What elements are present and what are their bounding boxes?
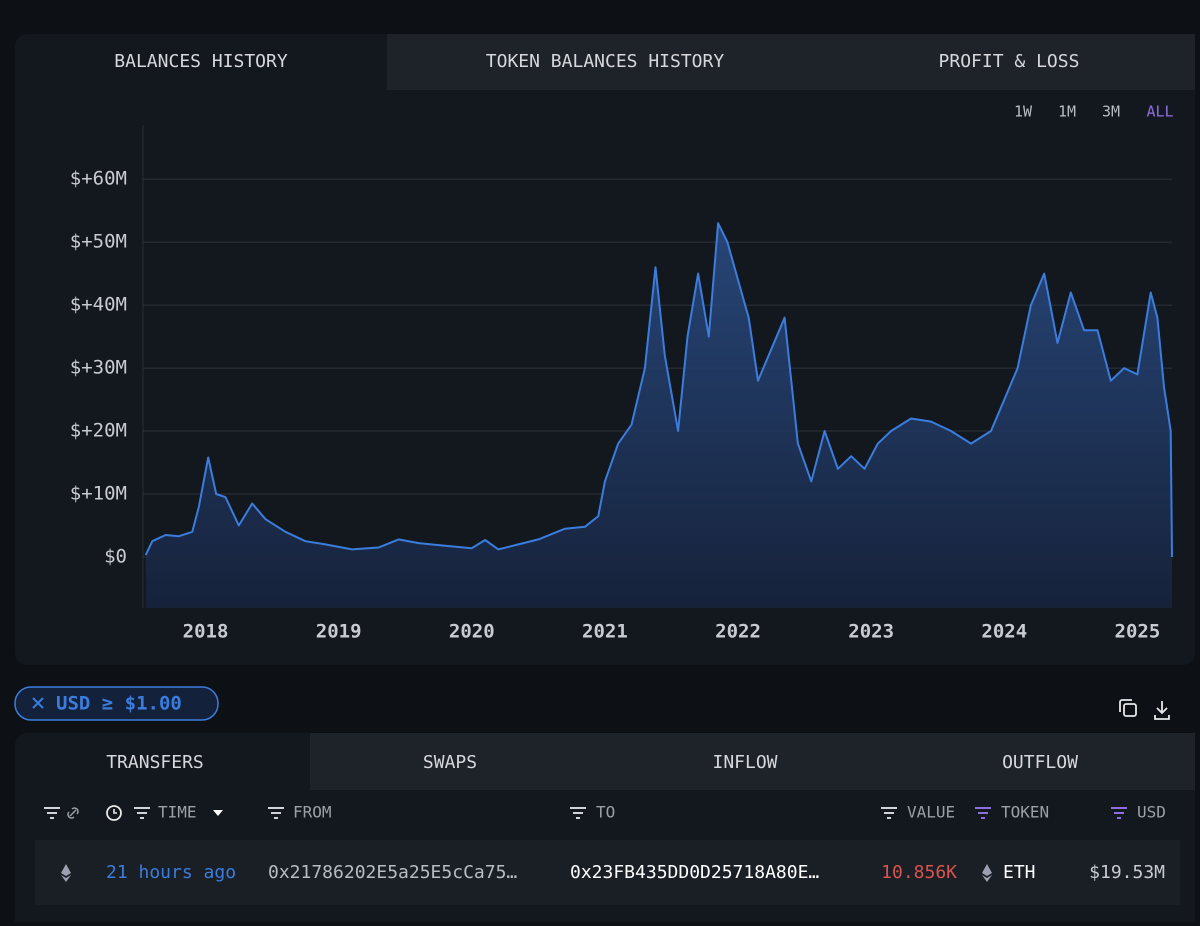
area-line <box>144 222 1173 558</box>
x-tick-label: 2023 <box>848 621 894 643</box>
tab-bg <box>387 34 1195 90</box>
column-header[interactable]: FROM <box>293 803 332 822</box>
x-tick-label: 2018 <box>183 621 229 643</box>
chart: $0 $+10M $+20M $+30M $+40M $+50M $+60M 2018 2019… <box>70 168 1173 643</box>
download-icon[interactable] <box>1154 701 1170 720</box>
clock-hands <box>113 809 117 814</box>
tab-active[interactable]: TRANSFERS <box>106 752 204 773</box>
x-tick-label: 2021 <box>582 621 628 643</box>
y-tick-label: $+40M <box>70 294 127 316</box>
token-icon <box>982 864 992 882</box>
tab-active[interactable]: BALANCES HISTORY <box>114 51 288 72</box>
from-cell[interactable]: 0x21786202E5a25E5cCa75… <box>268 862 517 883</box>
clock-icon <box>106 805 122 821</box>
usd-cell: $19.53M <box>1089 862 1165 883</box>
tab[interactable]: INFLOW <box>712 752 777 773</box>
x-tick-label: 2024 <box>981 621 1027 643</box>
y-tick-label: $+30M <box>70 357 127 379</box>
tab[interactable]: TOKEN BALANCES HISTORY <box>486 51 725 72</box>
copy-icon[interactable] <box>1119 699 1137 717</box>
y-tick-label: $+50M <box>70 231 127 253</box>
range-button[interactable]: 1M <box>1058 103 1076 121</box>
tab[interactable]: PROFIT & LOSS <box>939 51 1080 72</box>
column-header[interactable]: TOKEN <box>1001 803 1049 822</box>
chip-close-icon[interactable] <box>32 697 44 709</box>
filter-chip-label: USD ≥ $1.00 <box>56 693 182 715</box>
x-tick-label: 2020 <box>449 621 495 643</box>
link-icon[interactable] <box>67 807 79 819</box>
y-tick-label: $+60M <box>70 168 127 190</box>
column-header[interactable]: TO <box>596 803 615 822</box>
chain-icon <box>61 864 71 882</box>
time-cell[interactable]: 21 hours ago <box>106 862 236 883</box>
value-cell: 10.856K <box>881 862 957 883</box>
token-cell: ETH <box>1003 862 1036 883</box>
tab-bg <box>310 733 1195 790</box>
filter-chip[interactable] <box>14 686 219 721</box>
range-button[interactable]: 3M <box>1102 103 1120 121</box>
x-tick-label: 2019 <box>316 621 362 643</box>
x-tick-label: 2025 <box>1115 621 1161 643</box>
y-tick-label: $+20M <box>70 420 127 442</box>
range-button-active[interactable]: ALL <box>1146 103 1173 121</box>
area-fill <box>145 223 1173 608</box>
to-cell[interactable]: 0x23FB435DD0D25718A80E… <box>570 862 819 883</box>
y-tick-label: $0 <box>104 545 127 567</box>
column-header[interactable]: TIME <box>158 803 197 822</box>
tab[interactable]: SWAPS <box>423 752 477 773</box>
sort-icon[interactable] <box>213 810 223 816</box>
filter-icons-active[interactable] <box>975 807 1127 819</box>
range-button[interactable]: 1W <box>1014 103 1033 121</box>
column-header[interactable]: USD <box>1137 803 1166 822</box>
y-tick-label: $+10M <box>70 483 127 505</box>
column-header[interactable]: VALUE <box>907 803 955 822</box>
x-tick-label: 2022 <box>715 621 761 643</box>
tab[interactable]: OUTFLOW <box>1002 752 1078 773</box>
filter-icons[interactable] <box>44 807 897 819</box>
